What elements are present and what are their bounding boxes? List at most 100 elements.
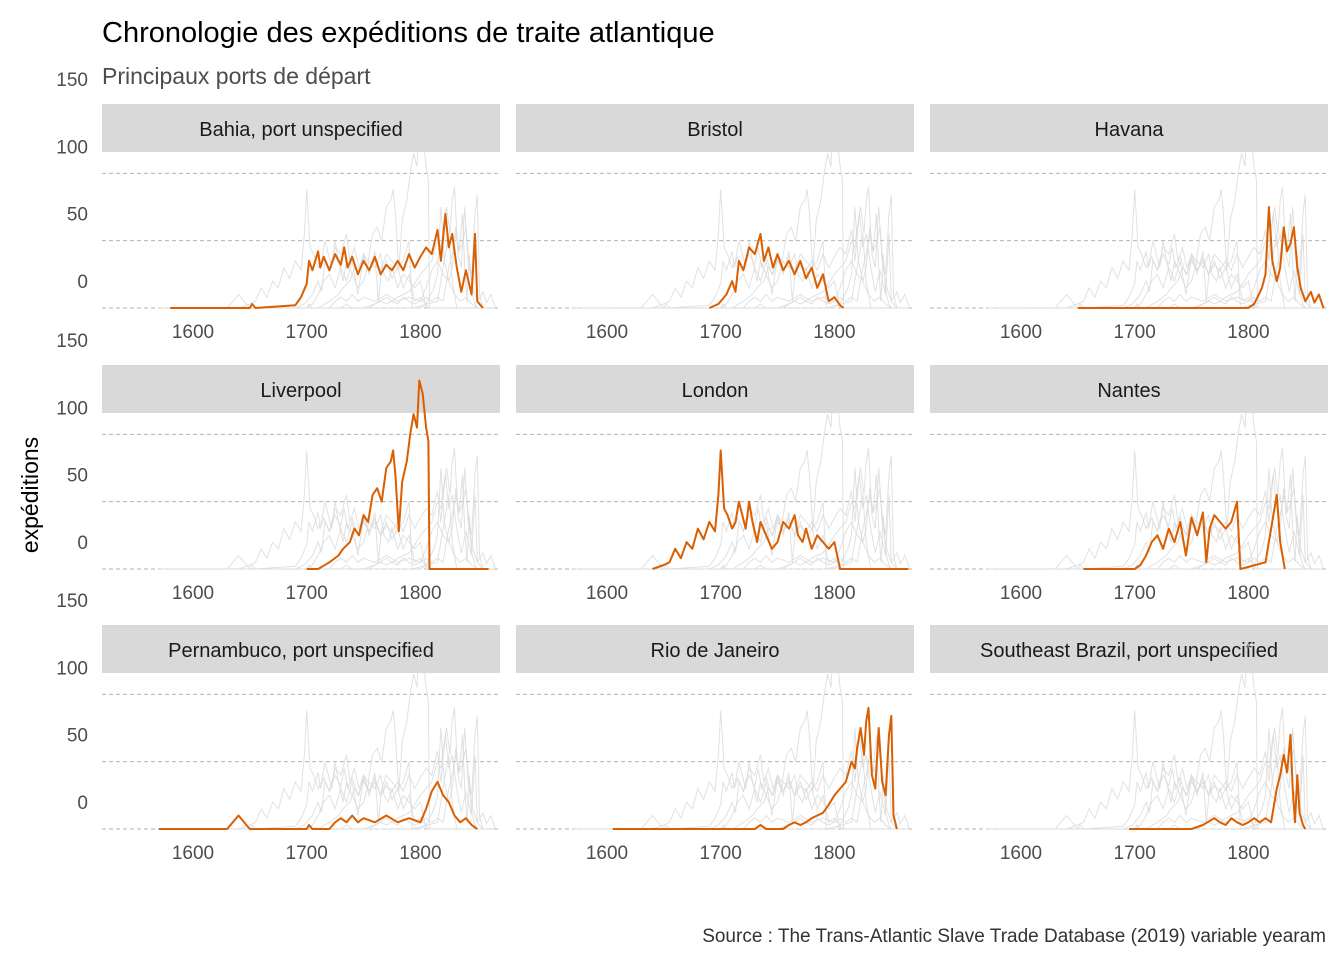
x-tick-label: 1700 xyxy=(286,583,328,604)
context-series-line xyxy=(715,213,892,309)
highlight-series-line xyxy=(170,212,484,309)
context-series-line xyxy=(295,233,430,309)
highlight-series-line xyxy=(1129,733,1307,830)
facet-strip-label: London xyxy=(682,380,749,402)
y-tick-label: 50 xyxy=(67,205,88,226)
facet-strip xyxy=(102,625,500,673)
context-series-line xyxy=(1123,754,1258,830)
y-tick-label: 100 xyxy=(56,137,88,158)
context-series-line xyxy=(720,640,903,830)
facet-strip-label: Pernambuco, port unspecified xyxy=(168,640,434,662)
context-series-line xyxy=(306,640,489,830)
context-series-line xyxy=(1134,380,1317,570)
facet-panel: Pernambuco, port unspecified 0 50 100 150 160… xyxy=(56,591,500,864)
x-tick-label: 1600 xyxy=(172,322,214,343)
context-series-line xyxy=(255,233,458,309)
context-series-line xyxy=(170,734,484,830)
x-tick-label: 1600 xyxy=(1000,843,1042,864)
facet-strip-label: Nantes xyxy=(1097,380,1160,402)
facet-panel: Bahia, port unspecified 0 50 100 150 1600 1700… xyxy=(56,70,500,343)
x-tick-label: 1600 xyxy=(1000,583,1042,604)
context-series-line xyxy=(1026,186,1312,309)
facet-strip-label: Havana xyxy=(1095,119,1165,141)
context-series-line xyxy=(998,734,1312,830)
x-tick-label: 1800 xyxy=(1227,322,1269,343)
facet-strip xyxy=(930,625,1328,673)
x-tick-label: 1700 xyxy=(1114,322,1156,343)
x-tick-label: 1800 xyxy=(1227,583,1269,604)
highlight-series-line xyxy=(612,706,898,830)
x-tick-label: 1700 xyxy=(700,583,742,604)
chart-subtitle: Principaux ports de départ xyxy=(102,63,371,89)
facet-strip-label: Bahia, port unspecified xyxy=(199,119,402,141)
source-caption: Source : The Trans-Atlantic Slave Trade … xyxy=(702,926,1326,947)
context-series-line xyxy=(1083,233,1286,309)
context-series-line xyxy=(612,186,898,309)
context-series-line xyxy=(584,734,898,830)
x-tick-label: 1800 xyxy=(399,843,441,864)
x-tick-label: 1800 xyxy=(813,843,855,864)
y-tick-label: 150 xyxy=(56,331,88,352)
highlight-series-line xyxy=(1083,493,1286,570)
x-tick-label: 1600 xyxy=(586,583,628,604)
context-series-line xyxy=(1129,213,1306,309)
x-tick-label: 1700 xyxy=(700,843,742,864)
context-series-line xyxy=(198,186,484,309)
context-series-line xyxy=(720,119,903,309)
facet-panel: Bristol 1600 1700 1800 xyxy=(516,104,914,343)
facet-strip xyxy=(102,104,500,152)
y-tick-label: 0 xyxy=(77,272,88,293)
x-tick-label: 1600 xyxy=(586,322,628,343)
context-series-line xyxy=(715,474,892,570)
facet-grid: Bahia, port unspecified 0 50 100 150 1600 1700… xyxy=(56,70,1328,864)
facet-panel: London 1600 1700 1800 xyxy=(516,365,914,604)
y-tick-label: 100 xyxy=(56,398,88,419)
context-series-line xyxy=(306,119,489,309)
x-tick-label: 1600 xyxy=(172,583,214,604)
facet-strip-label: Bristol xyxy=(687,119,743,141)
context-series-line xyxy=(301,734,478,830)
facet-panel: Southeast Brazil, port unspecified 1600 17… xyxy=(930,625,1328,864)
context-series-line xyxy=(652,710,909,830)
highlight-series-line xyxy=(1077,206,1325,309)
context-series-line xyxy=(301,474,478,570)
x-tick-label: 1700 xyxy=(286,843,328,864)
x-tick-label: 1800 xyxy=(1227,843,1269,864)
context-series-line xyxy=(301,213,478,309)
x-tick-label: 1800 xyxy=(813,322,855,343)
highlight-series-line xyxy=(306,379,489,570)
y-tick-label: 50 xyxy=(67,466,88,487)
x-tick-label: 1600 xyxy=(586,843,628,864)
context-series-line xyxy=(170,474,484,570)
context-series-line xyxy=(1066,189,1323,309)
facet-strip-label: Liverpool xyxy=(260,380,341,402)
context-series-line xyxy=(720,380,903,570)
facet-strip xyxy=(516,625,914,673)
facet-panel: Rio de Janeiro 1600 1700 1800 xyxy=(516,625,914,864)
facet-panel: Nantes 1600 1700 1800 xyxy=(930,365,1328,604)
context-series-line xyxy=(1026,447,1312,570)
context-series-line xyxy=(1066,450,1323,570)
context-series-line xyxy=(998,474,1312,570)
highlight-series-line xyxy=(708,232,845,309)
facet-strip xyxy=(102,365,500,413)
x-tick-label: 1600 xyxy=(1000,322,1042,343)
context-series-line xyxy=(1134,640,1317,830)
context-series-line xyxy=(1123,233,1258,309)
facet-panel: Liverpool 0 50 100 150 1600 1700 1800 xyxy=(56,331,500,604)
x-tick-label: 1700 xyxy=(1114,583,1156,604)
context-series-line xyxy=(238,189,495,309)
context-series-line xyxy=(584,213,898,309)
context-series-line xyxy=(669,494,872,570)
context-series-line xyxy=(998,213,1312,309)
y-tick-label: 0 xyxy=(77,533,88,554)
context-series-line xyxy=(709,754,844,830)
context-series-line xyxy=(1026,707,1312,830)
facet-panel: Havana 1600 1700 1800 xyxy=(930,104,1328,343)
y-tick-label: 150 xyxy=(56,591,88,612)
context-series-line xyxy=(238,450,495,570)
highlight-series-line xyxy=(158,780,478,830)
x-tick-label: 1700 xyxy=(286,322,328,343)
x-tick-label: 1700 xyxy=(700,322,742,343)
